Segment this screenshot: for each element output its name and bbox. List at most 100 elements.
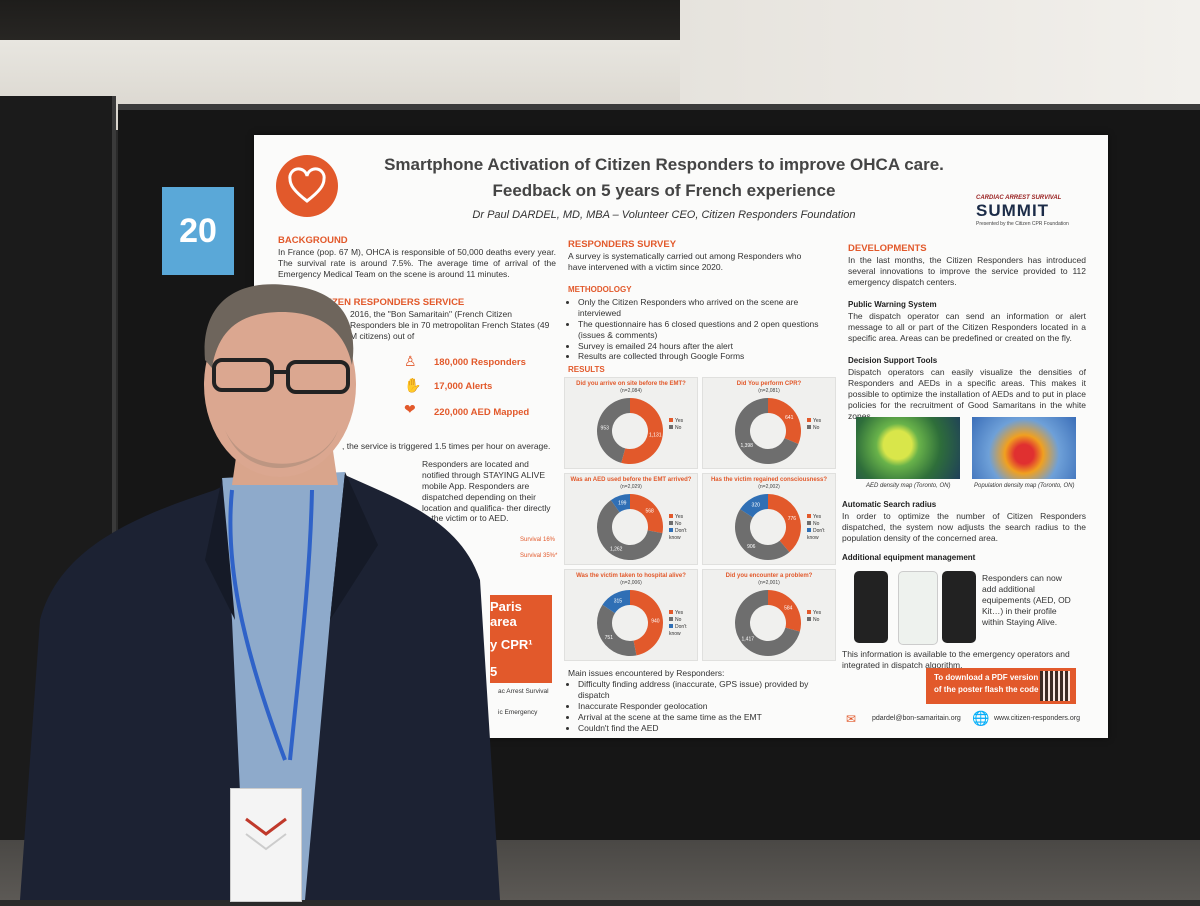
- summit-logo-top: CARDIAC ARREST SURVIVAL: [976, 195, 1062, 201]
- donut-slice: [768, 494, 801, 553]
- result-chart-title: Was the victim taken to hospital alive?: [576, 573, 686, 579]
- donut-slice: [630, 494, 663, 534]
- donut-value-label: 315: [614, 599, 623, 605]
- methodology-item: Results are collected through Google For…: [578, 351, 830, 362]
- methodology-item: The questionnaire has 6 closed questions…: [578, 319, 830, 341]
- donut-slice: [740, 494, 768, 518]
- donut-value-label: 1,131: [649, 432, 662, 438]
- methodology-item: Only the Citizen Responders who arrived …: [578, 297, 830, 319]
- poster: Smartphone Activation of Citizen Respond…: [254, 135, 1108, 738]
- legend-item: Yes: [807, 514, 835, 521]
- legend-item: No: [807, 521, 835, 528]
- legend-item: Yes: [669, 610, 697, 617]
- service-heading: CITIZEN RESPONDERS SERVICE: [314, 297, 465, 308]
- legend-item: No: [807, 617, 821, 624]
- result-chart-panel: Was an AED used before the EMT arrived?(…: [564, 473, 698, 565]
- pws-heading: Public Warning System: [848, 300, 937, 309]
- footer-web: www.citizen-responders.org: [994, 715, 1080, 722]
- alert-hand-icon: ✋: [404, 377, 422, 393]
- result-chart-n: (n=2,081): [758, 388, 780, 394]
- donut-value-label: 776: [788, 516, 797, 522]
- issue-item: Arrival at the scene at the same time as…: [578, 712, 838, 723]
- issues-list: Difficulty finding address (inaccurate, …: [568, 679, 838, 733]
- legend-item: Yes: [807, 610, 821, 617]
- donut-slice: [630, 590, 663, 656]
- donut-value-label: 953: [601, 426, 610, 432]
- paris-area-line3: 5: [490, 664, 498, 679]
- result-chart-panel: Was the victim taken to hospital alive?(…: [564, 569, 698, 661]
- pdf-line1: To download a PDF version: [934, 673, 1039, 682]
- mail-icon: ✉: [846, 712, 857, 726]
- issue-item: Inaccurate Responder geolocation: [578, 701, 838, 712]
- donut-chart: 1,131 953: [597, 398, 663, 464]
- donut-chart: 568 1,262 199: [597, 494, 663, 560]
- donut-value-label: 940: [651, 618, 660, 624]
- result-chart-panel: Did you arrive on site before the EMT? (n…: [564, 377, 698, 469]
- donut-slice: [735, 509, 790, 560]
- located-text: Responders are located and notified thro…: [422, 459, 551, 524]
- survival-b: Survival 35%*: [520, 553, 558, 559]
- poster-title-line1: Smartphone Activation of Citizen Respond…: [384, 155, 944, 174]
- people-icon: ♙: [404, 353, 417, 369]
- developments-intro: In the last months, the Citizen Responde…: [848, 255, 1086, 287]
- summit-logo-main: SUMMIT: [976, 201, 1050, 220]
- footnote-a: ac Arrest Survival: [498, 688, 549, 695]
- service-text: 2016, the "Bon Samaritain" (French Citiz…: [350, 309, 550, 341]
- legend-item: Yes: [669, 514, 697, 521]
- stat-aed: 220,000 AED Mapped: [434, 407, 530, 418]
- paris-area-box: Paris area y CPR¹ 5: [490, 595, 552, 683]
- glasses-icon: [212, 358, 274, 392]
- footer-email: pdardel@bon-samaritain.org: [872, 715, 961, 722]
- legend-item: No: [807, 425, 821, 432]
- aed-density-map: [856, 417, 960, 479]
- poster-title-line2: Feedback on 5 years of French experience: [492, 181, 836, 200]
- issues-heading: Main issues encountered by Responders:: [568, 668, 725, 678]
- name-badge: [230, 788, 302, 902]
- donut-slice: [597, 604, 637, 656]
- stat-responders: 180,000 Responders: [434, 357, 526, 368]
- donut-slice: [735, 590, 800, 656]
- population-map-caption: Population density map (Toronto, ON): [974, 483, 1075, 489]
- donut-value-label: 568: [645, 509, 654, 515]
- result-chart-title: Did you encounter a problem?: [725, 573, 813, 579]
- globe-icon: 🌐: [972, 710, 990, 726]
- issue-item: Couldn't find the AED: [578, 723, 838, 734]
- result-chart-panel: Did you encounter a problem? (n=2,001) 584…: [702, 569, 836, 661]
- summit-logo-bottom: Presented by the Citizen CPR Foundation: [976, 221, 1069, 227]
- results-heading: RESULTS: [568, 365, 605, 374]
- result-chart-title: Did you arrive on site before the EMT?: [576, 381, 686, 387]
- pdf-line2: of the poster flash the code: [934, 684, 1039, 694]
- developments-heading: DEVELOPMENTS: [848, 243, 927, 254]
- methodology-list: Only the Citizen Responders who arrived …: [568, 297, 830, 362]
- survey-heading: RESPONDERS SURVEY: [568, 239, 677, 250]
- heart-aed-icon: ❤: [404, 401, 416, 417]
- result-chart-n: (n=2,001): [758, 580, 780, 586]
- donut-slice: [768, 590, 801, 632]
- footnote-b: ic Emergency: [498, 709, 538, 716]
- dst-heading: Decision Support Tools: [848, 356, 938, 365]
- pws-text: The dispatch operator can send an inform…: [848, 311, 1086, 343]
- donut-chart: 940 751 315: [597, 590, 663, 656]
- legend-item: Don't know: [669, 624, 687, 637]
- donut-value-label: 1,398: [740, 443, 753, 449]
- survival-a: Survival 16%: [520, 537, 556, 543]
- dst-text: Dispatch operators can easily visualize …: [848, 367, 1086, 421]
- result-chart-n: (n=2,006): [620, 580, 642, 586]
- aem-heading: Additional equipment management: [842, 553, 976, 562]
- donut-value-label: 751: [605, 635, 614, 641]
- donut-chart: 584 1,417: [735, 590, 801, 656]
- background-text: In France (pop. 67 M), OHCA is responsib…: [278, 247, 556, 279]
- summit-logo: CARDIAC ARREST SURVIVAL SUMMIT Presented…: [976, 195, 1086, 227]
- donut-value-label: 1,417: [742, 637, 755, 643]
- phone-screenshot: [854, 571, 888, 643]
- result-chart-title: Was an AED used before the EMT arrived?: [570, 477, 692, 483]
- population-density-map: [972, 417, 1076, 479]
- donut-value-label: 584: [784, 605, 793, 611]
- result-chart-title: Did You perform CPR?: [736, 381, 802, 387]
- aed-map-caption: AED density map (Toronto, ON): [866, 483, 951, 489]
- legend-item: Don't know: [807, 528, 825, 541]
- survey-text: A survey is systematically carried out a…: [568, 251, 802, 272]
- paris-area-line1: Paris area: [490, 599, 522, 629]
- result-chart-title: Has the victim regained consciousness?: [710, 477, 828, 483]
- donut-chart: 776 906 320: [735, 494, 801, 560]
